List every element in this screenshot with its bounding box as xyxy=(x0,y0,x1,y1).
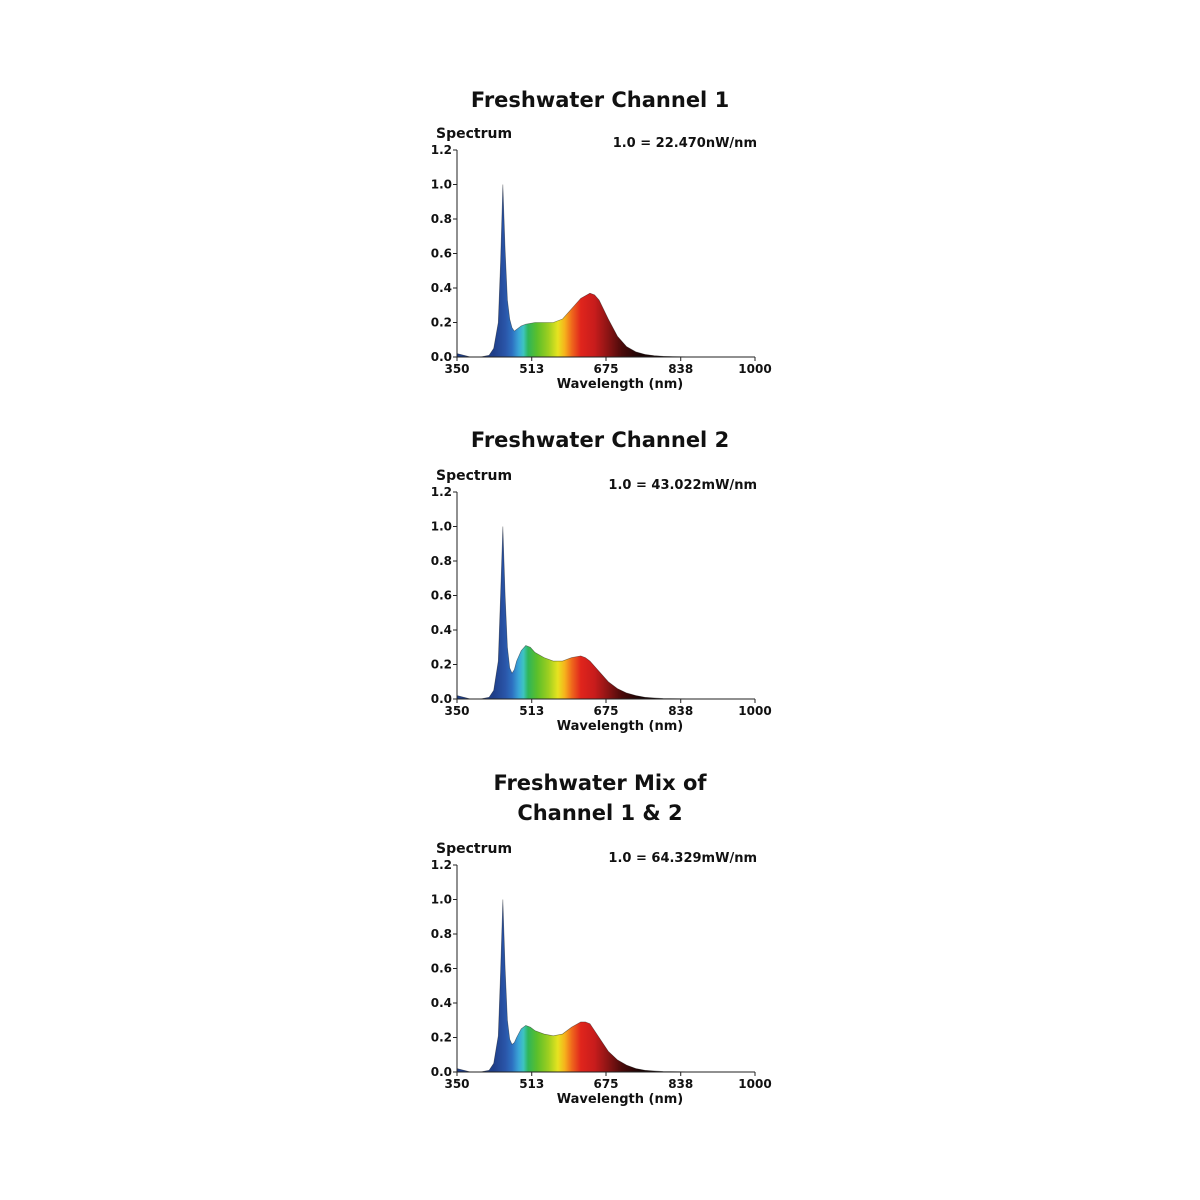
spectrum-chart: 0.0 0.2 0.4 0.6 0.8 1.0 1.2 350 513 675 838 1000 Spe… xyxy=(431,841,772,1107)
y-tick-label: 0.4 xyxy=(431,996,452,1010)
y-tick-label: 0.6 xyxy=(431,589,452,603)
y-tick-label: 0.4 xyxy=(431,281,452,295)
spectrum-chart: 0.0 0.2 0.4 0.6 0.8 1.0 1.2 350 513 675 838 1000 Spe… xyxy=(431,126,772,392)
y-tick-label: 0.0 xyxy=(431,692,452,706)
spectrum-area xyxy=(457,184,755,357)
y-axis-label: Spectrum xyxy=(436,468,512,484)
y-tick-label: 1.2 xyxy=(431,143,452,157)
spectrum-series-line xyxy=(456,526,755,700)
x-tick-label: 350 xyxy=(444,704,469,718)
y-tick-label: 1.0 xyxy=(431,893,452,907)
x-tick-label: 513 xyxy=(519,1077,544,1091)
x-tick-label: 1000 xyxy=(738,1077,771,1091)
chart-title: Freshwater Channel 2 xyxy=(0,425,1200,455)
y-tick-label: 0.4 xyxy=(431,623,452,637)
y-tick-label: 0.0 xyxy=(431,350,452,364)
y-tick-label: 0.2 xyxy=(431,1031,452,1045)
x-axis-label: Wavelength (nm) xyxy=(557,719,683,734)
y-tick-label: 0.6 xyxy=(431,962,452,976)
y-tick-label: 0.0 xyxy=(431,1065,452,1079)
x-axis-label: Wavelength (nm) xyxy=(557,1092,683,1107)
spectrum-series-line xyxy=(456,184,755,358)
y-axis-label: Spectrum xyxy=(436,126,512,142)
y-tick-label: 0.2 xyxy=(431,316,452,330)
scale-note: 1.0 = 64.329mW/nm xyxy=(608,851,757,866)
x-tick-label: 350 xyxy=(444,1077,469,1091)
x-tick-label: 513 xyxy=(519,704,544,718)
x-tick-label: 1000 xyxy=(738,362,771,376)
x-tick-label: 675 xyxy=(593,1077,618,1091)
chart-title-line: Freshwater Mix of xyxy=(493,771,707,795)
chart-title-text: Freshwater Channel 1 xyxy=(470,88,730,112)
x-axis-label: Wavelength (nm) xyxy=(557,377,683,392)
y-tick-label: 1.0 xyxy=(431,520,452,534)
y-tick-label: 1.0 xyxy=(431,178,452,192)
chart-title: Freshwater Channel 1 xyxy=(0,85,1200,115)
y-tick-label: 1.2 xyxy=(431,485,452,499)
y-tick-label: 1.2 xyxy=(431,858,452,872)
spectrum-area xyxy=(457,526,755,699)
chart-title-line: Channel 1 & 2 xyxy=(517,801,683,825)
y-axis-label: Spectrum xyxy=(436,841,512,857)
x-tick-label: 513 xyxy=(519,362,544,376)
x-tick-label: 1000 xyxy=(738,704,771,718)
y-tick-label: 0.8 xyxy=(431,927,452,941)
x-tick-label: 675 xyxy=(593,704,618,718)
spectrum-area xyxy=(457,899,755,1072)
x-tick-label: 675 xyxy=(593,362,618,376)
chart-title-text: Freshwater Mix of Channel 1 & 2 xyxy=(0,768,1200,828)
chart-title-text: Freshwater Channel 2 xyxy=(470,428,730,452)
scale-note: 1.0 = 43.022mW/nm xyxy=(608,478,757,493)
scale-note: 1.0 = 22.470nW/nm xyxy=(613,136,757,151)
y-tick-label: 0.8 xyxy=(431,212,452,226)
x-tick-label: 838 xyxy=(668,362,693,376)
x-tick-label: 838 xyxy=(668,704,693,718)
chart-title: Freshwater Mix of Channel 1 & 2 xyxy=(0,768,1200,828)
y-tick-label: 0.6 xyxy=(431,247,452,261)
x-tick-label: 838 xyxy=(668,1077,693,1091)
y-tick-label: 0.8 xyxy=(431,554,452,568)
spectrum-chart: 0.0 0.2 0.4 0.6 0.8 1.0 1.2 350 513 675 838 1000 Spe… xyxy=(431,468,772,734)
x-tick-label: 350 xyxy=(444,362,469,376)
y-tick-label: 0.2 xyxy=(431,658,452,672)
spectrum-series-line xyxy=(456,899,755,1073)
